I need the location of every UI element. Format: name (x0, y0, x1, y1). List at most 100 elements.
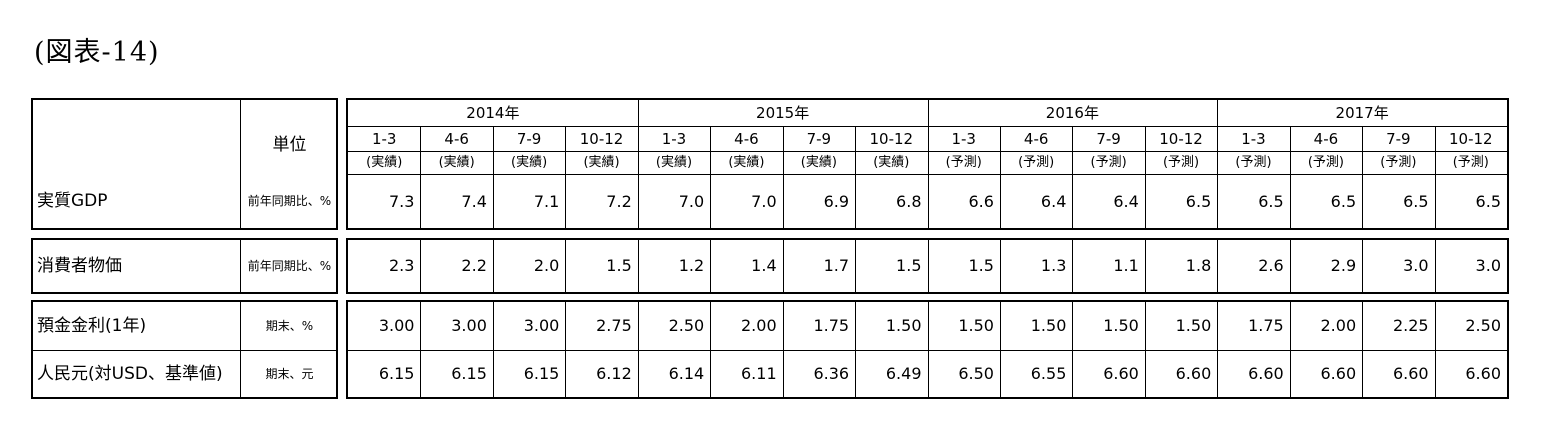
data-cell: 2.9 (1330, 256, 1357, 275)
column-divider (493, 240, 494, 292)
column-divider (420, 240, 421, 292)
data-cell: 6.49 (885, 364, 922, 383)
data-rates-block: 3.00 3.00 3.00 2.75 2.50 2.00 1.75 1.50 1.50 1.50… (346, 300, 1509, 399)
quarter-header: 4-6 (1313, 130, 1339, 148)
data-cell: 2.00 (1320, 316, 1357, 335)
data-cell: 6.14 (668, 364, 705, 383)
status-label: (予測) (1307, 155, 1344, 170)
data-cell: 6.5 (1258, 192, 1284, 211)
status-label: (予測) (1162, 155, 1200, 170)
status-label: (実績) (800, 155, 837, 170)
data-cell: 7.1 (533, 192, 560, 211)
column-divider (1290, 240, 1291, 292)
data-cell: 7.3 (388, 192, 415, 211)
label-header-block: 単位 実質GDP 前年同期比、% (31, 98, 338, 230)
column-divider (565, 240, 566, 292)
data-cell: 6.60 (1103, 364, 1139, 383)
column-divider (1362, 126, 1363, 228)
quarter-header: 1-3 (951, 130, 976, 148)
data-cell: 1.5 (896, 256, 922, 275)
data-cell: 2.25 (1392, 316, 1429, 335)
status-label: (実績) (728, 155, 765, 170)
data-cell: 2.50 (668, 316, 705, 335)
status-label: (予測) (1090, 155, 1127, 170)
column-divider (565, 126, 566, 228)
column-divider (928, 100, 929, 228)
column-divider (855, 240, 856, 292)
data-cell: 6.15 (378, 364, 415, 383)
quarter-header: 7-9 (516, 130, 542, 148)
data-cell: 6.60 (1248, 364, 1284, 383)
column-divider (1000, 240, 1001, 292)
year-header: 2014年 (466, 104, 520, 122)
data-cell: 6.60 (1320, 364, 1357, 383)
data-cell: 2.00 (741, 316, 777, 335)
quarter-header: 10-12 (579, 130, 624, 148)
data-cell: 1.50 (958, 316, 994, 335)
data-cell: 1.50 (1175, 316, 1212, 335)
data-cell: 6.6 (968, 192, 994, 211)
row-unit: 前年同期比、% (247, 194, 332, 208)
data-cell: 1.4 (751, 256, 777, 275)
column-divider (783, 126, 784, 228)
data-cell: 1.75 (813, 316, 850, 335)
column-divider (1435, 240, 1436, 292)
quarter-header: 10-12 (1448, 130, 1493, 148)
column-divider (565, 302, 566, 397)
row-unit: 期末、% (265, 319, 314, 333)
data-cell: 6.11 (741, 364, 777, 383)
status-label: (実績) (438, 155, 475, 170)
row-divider (348, 151, 1507, 152)
data-cell: 6.4 (1113, 192, 1139, 211)
data-cell: 6.9 (823, 192, 850, 211)
data-cell: 1.75 (1248, 316, 1284, 335)
column-divider (638, 100, 639, 228)
data-cell: 7.2 (606, 192, 632, 211)
column-divider (710, 302, 711, 397)
column-divider (1000, 126, 1001, 228)
data-cell: 1.5 (606, 256, 632, 275)
data-cell: 1.50 (1030, 316, 1067, 335)
data-cell: 2.3 (388, 256, 415, 275)
data-cell: 6.60 (1392, 364, 1429, 383)
data-cell: 6.5 (1185, 192, 1212, 211)
status-label: (予測) (1018, 155, 1055, 170)
data-cell: 1.5 (968, 256, 994, 275)
column-divider (1145, 302, 1146, 397)
status-label: (予測) (1235, 155, 1272, 170)
data-cell: 6.50 (958, 364, 994, 383)
data-cpi-block: 2.3 2.2 2.0 1.5 1.2 1.4 1.7 1.5 1.5 1.3 1.1 1.8 2.6 2… (346, 238, 1509, 294)
column-divider (855, 302, 856, 397)
quarter-header: 4-6 (1023, 130, 1049, 148)
data-cell: 3.00 (378, 316, 415, 335)
status-label: (予測) (1452, 155, 1489, 170)
data-cell: 7.4 (461, 192, 487, 211)
data-cell: 3.0 (1475, 256, 1501, 275)
data-cell: 2.2 (461, 256, 487, 275)
quarter-header: 1-3 (661, 130, 687, 148)
column-divider (1072, 126, 1073, 228)
column-divider (1290, 302, 1291, 397)
column-divider (855, 126, 856, 228)
column-divider (638, 240, 639, 292)
column-divider (710, 126, 711, 228)
data-cell: 1.50 (885, 316, 922, 335)
column-divider (1362, 302, 1363, 397)
data-header-block: 2014年 2015年 2016年 2017年 1-3 4-6 7-9 10-12 1-3 4-6… (346, 98, 1509, 230)
status-label: (実績) (873, 155, 910, 170)
column-divider (1290, 126, 1291, 228)
column-divider (420, 126, 421, 228)
label-cpi-block: 消費者物価 前年同期比、% (31, 238, 338, 294)
quarter-header: 10-12 (1159, 130, 1203, 148)
label-rates-block: 預金金利(1年) 期末、% 人民元(対USD、基準値) 期末、元 (31, 300, 338, 399)
column-divider (1217, 100, 1218, 228)
column-divider (928, 302, 929, 397)
data-cell: 6.55 (1030, 364, 1067, 383)
column-divider (638, 302, 639, 397)
quarter-header: 7-9 (1386, 130, 1411, 148)
quarter-header: 4-6 (444, 130, 469, 148)
column-divider (1217, 240, 1218, 292)
unit-column-header: 単位 (272, 135, 307, 155)
quarter-header: 10-12 (869, 130, 914, 148)
column-divider (1072, 302, 1073, 397)
